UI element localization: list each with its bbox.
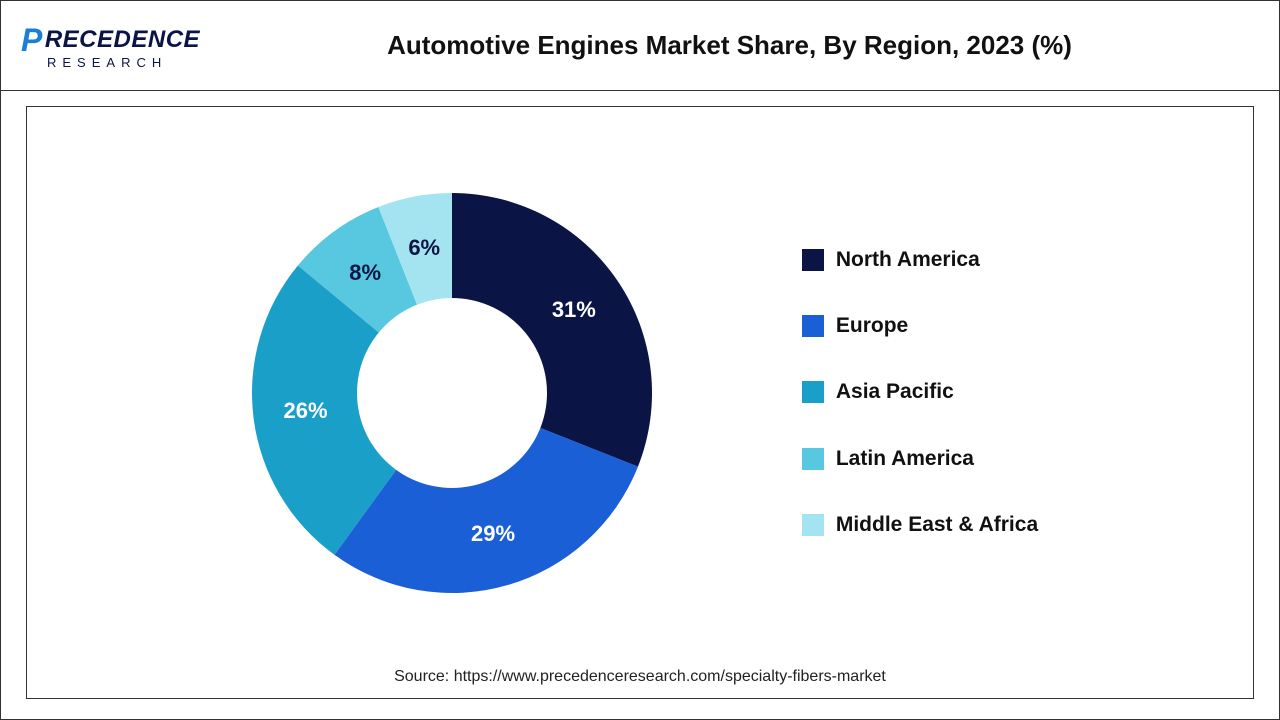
legend-item-asia-pacific: Asia Pacific — [802, 379, 1038, 405]
outer-frame: PRECEDENCE RESEARCH Automotive Engines M… — [0, 0, 1280, 720]
legend-swatch — [802, 249, 824, 271]
legend-swatch — [802, 448, 824, 470]
legend-item-north-america: North America — [802, 247, 1038, 273]
slice-label-asia-pacific: 26% — [283, 398, 327, 424]
legend-label: Latin America — [836, 446, 974, 472]
donut-chart: 31% 29% 26% 8% 6% — [242, 183, 662, 603]
slice-label-middle-east-africa: 6% — [408, 235, 440, 261]
chart-row: 31% 29% 26% 8% 6% North America Europe Asia Pa… — [242, 183, 1038, 603]
source-url: https://www.precedenceresearch.com/speci… — [454, 668, 886, 685]
legend-label: Middle East & Africa — [836, 512, 1038, 538]
legend-item-latin-america: Latin America — [802, 446, 1038, 472]
legend-label: North America — [836, 247, 980, 273]
legend-swatch — [802, 315, 824, 337]
legend-swatch — [802, 381, 824, 403]
logo-subtext: RESEARCH — [47, 55, 167, 70]
donut-hole — [357, 298, 547, 488]
logo-brand: PRECEDENCE — [21, 22, 200, 59]
legend-item-europe: Europe — [802, 313, 1038, 339]
logo: PRECEDENCE RESEARCH — [21, 22, 200, 70]
logo-first-letter: P — [21, 22, 43, 59]
legend-label: Asia Pacific — [836, 379, 954, 405]
source-line: Source: https://www.precedenceresearch.c… — [27, 668, 1253, 686]
chart-title: Automotive Engines Market Share, By Regi… — [200, 30, 1259, 61]
source-prefix: Source: — [394, 668, 454, 685]
slice-label-latin-america: 8% — [349, 260, 381, 286]
logo-rest: RECEDENCE — [45, 26, 200, 54]
legend-label: Europe — [836, 313, 908, 339]
legend: North America Europe Asia Pacific Latin Ame… — [802, 247, 1038, 538]
legend-item-middle-east-africa: Middle East & Africa — [802, 512, 1038, 538]
header-bar: PRECEDENCE RESEARCH Automotive Engines M… — [1, 1, 1279, 91]
donut-svg — [242, 183, 662, 603]
title-area: Automotive Engines Market Share, By Regi… — [200, 30, 1259, 61]
content-frame: 31% 29% 26% 8% 6% North America Europe Asia Pa… — [26, 106, 1254, 699]
legend-swatch — [802, 514, 824, 536]
slice-label-north-america: 31% — [552, 297, 596, 323]
slice-label-europe: 29% — [471, 521, 515, 547]
